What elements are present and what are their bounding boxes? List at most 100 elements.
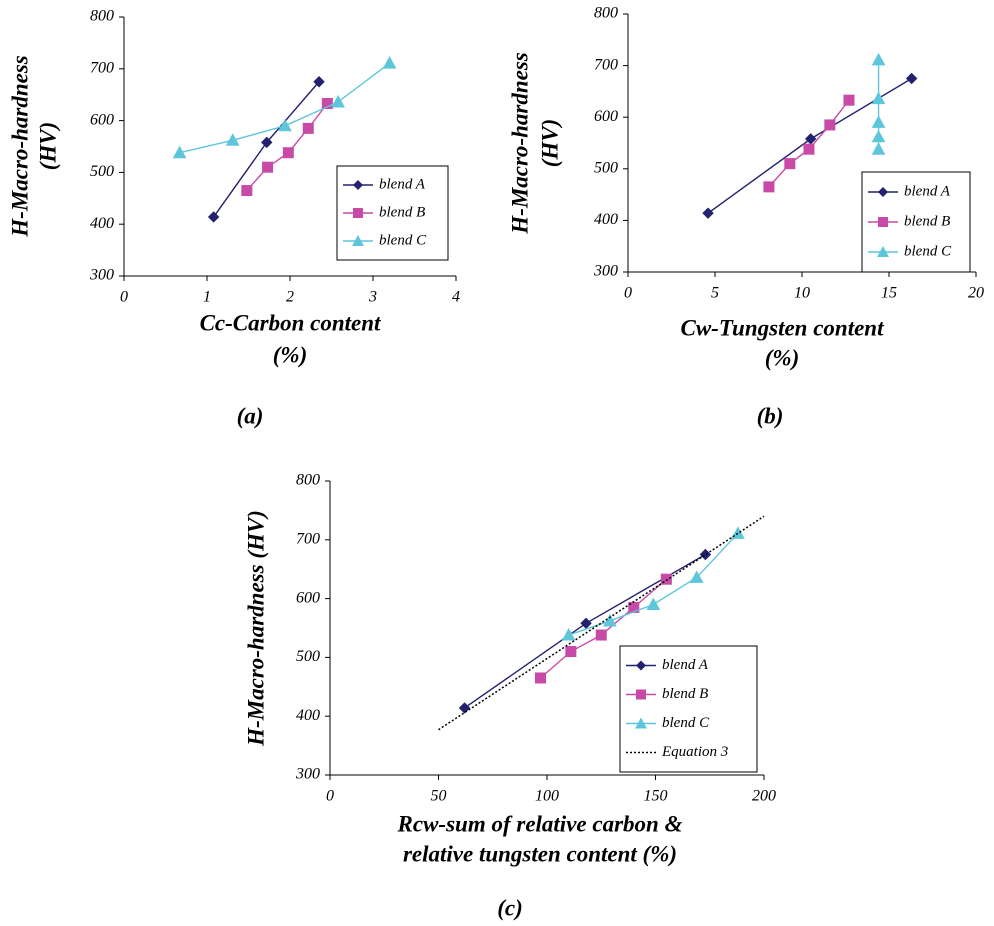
y-tick-label: 400: [594, 211, 618, 228]
legend-label: blend B: [379, 204, 425, 220]
marker: [689, 570, 704, 583]
y-axis-title: H-Macro-hardness (HV): [243, 510, 268, 747]
marker: [207, 211, 220, 223]
marker: [458, 702, 471, 714]
marker: [784, 158, 796, 170]
x-tick-label: 4: [452, 289, 460, 306]
y-axis-title: (HV): [537, 119, 562, 168]
x-tick-label: 0: [120, 289, 128, 306]
legend-marker: [353, 180, 363, 190]
series-line: [246, 103, 328, 191]
legend-label: blend A: [904, 183, 951, 199]
marker: [699, 548, 712, 561]
legend-marker: [878, 217, 888, 227]
y-tick-label: 600: [296, 589, 320, 606]
marker: [871, 142, 886, 155]
x-tick-label: 20: [968, 285, 984, 302]
y-tick-label: 600: [90, 111, 114, 128]
x-tick-label: 100: [535, 788, 559, 805]
y-tick-label: 400: [90, 215, 114, 232]
caption: (c): [497, 895, 523, 920]
y-tick-label: 300: [295, 766, 320, 783]
caption: (a): [237, 403, 264, 428]
legend-label: blend B: [662, 686, 708, 702]
caption: (b): [757, 403, 784, 428]
y-axis-title: H-Macro-hardness: [507, 52, 532, 235]
x-tick-label: 200: [752, 788, 776, 805]
marker: [262, 161, 274, 173]
x-axis-title: (%): [273, 342, 307, 367]
series-line: [438, 515, 765, 731]
x-tick-label: 15: [881, 285, 897, 302]
y-tick-label: 800: [296, 472, 320, 489]
marker: [871, 91, 886, 105]
legend-label: Equation 3: [661, 744, 728, 760]
marker: [172, 145, 187, 159]
x-tick-label: 10: [794, 285, 810, 302]
x-tick-label: 50: [431, 788, 447, 805]
legend-marker: [635, 717, 647, 729]
x-tick-label: 150: [644, 788, 668, 805]
marker: [534, 672, 546, 684]
marker: [603, 613, 617, 627]
x-tick-label: 0: [326, 788, 334, 805]
x-axis-title: (%): [765, 345, 799, 370]
y-tick-label: 700: [90, 59, 114, 76]
marker: [803, 143, 815, 155]
marker: [824, 119, 836, 131]
legend-label: blend B: [904, 213, 950, 229]
marker: [871, 52, 886, 66]
marker: [282, 147, 294, 159]
marker: [660, 573, 672, 585]
legend-label: blend C: [379, 232, 427, 248]
marker: [905, 72, 918, 85]
x-tick-label: 3: [368, 289, 377, 306]
x-axis-title: relative tungsten content (%): [403, 841, 677, 866]
marker: [561, 628, 576, 641]
marker: [225, 133, 240, 146]
marker: [241, 185, 253, 197]
y-tick-label: 300: [89, 267, 114, 284]
y-tick-label: 800: [90, 8, 114, 25]
marker: [382, 56, 397, 69]
y-axis-title: (HV): [35, 122, 60, 171]
marker: [331, 94, 345, 108]
legend-label: blend C: [904, 243, 952, 259]
legend-label: blend A: [379, 176, 426, 192]
legend-marker: [878, 187, 888, 197]
y-tick-label: 500: [594, 159, 618, 176]
marker: [843, 94, 855, 106]
y-tick-label: 500: [296, 648, 320, 665]
y-tick-label: 800: [594, 5, 618, 22]
y-tick-label: 400: [296, 707, 320, 724]
x-tick-label: 1: [203, 289, 211, 306]
series-line: [179, 62, 391, 154]
marker: [763, 181, 775, 193]
marker: [261, 136, 273, 149]
y-axis-title: H-Macro-hardness: [7, 55, 32, 238]
legend-marker: [636, 660, 646, 671]
marker: [302, 122, 314, 134]
x-axis-title: Cw-Tungsten content: [681, 315, 885, 340]
subplot: 300 400 500 600 700 800 0 5 10 15 20 H-Macro-hardne…: [507, 5, 984, 429]
x-tick-label: 2: [286, 289, 294, 306]
marker: [702, 207, 714, 219]
legend-marker: [877, 246, 889, 257]
legend-marker: [352, 235, 364, 246]
marker: [871, 115, 886, 128]
x-tick-label: 0: [624, 285, 632, 302]
marker: [646, 597, 661, 610]
legend-label: blend A: [662, 657, 709, 673]
marker: [278, 118, 292, 132]
subplot: 300 400 500 600 700 800 0 50 100 150 200 H-Macro-ha…: [243, 472, 776, 921]
marker: [565, 646, 577, 658]
y-tick-label: 300: [593, 263, 618, 280]
y-tick-label: 700: [594, 56, 618, 73]
x-axis-title: Cc-Carbon content: [200, 310, 381, 335]
marker: [595, 629, 607, 641]
y-tick-label: 600: [594, 108, 618, 125]
x-axis-title: Rcw-sum of relative carbon &: [397, 811, 683, 836]
y-tick-label: 500: [90, 163, 114, 180]
